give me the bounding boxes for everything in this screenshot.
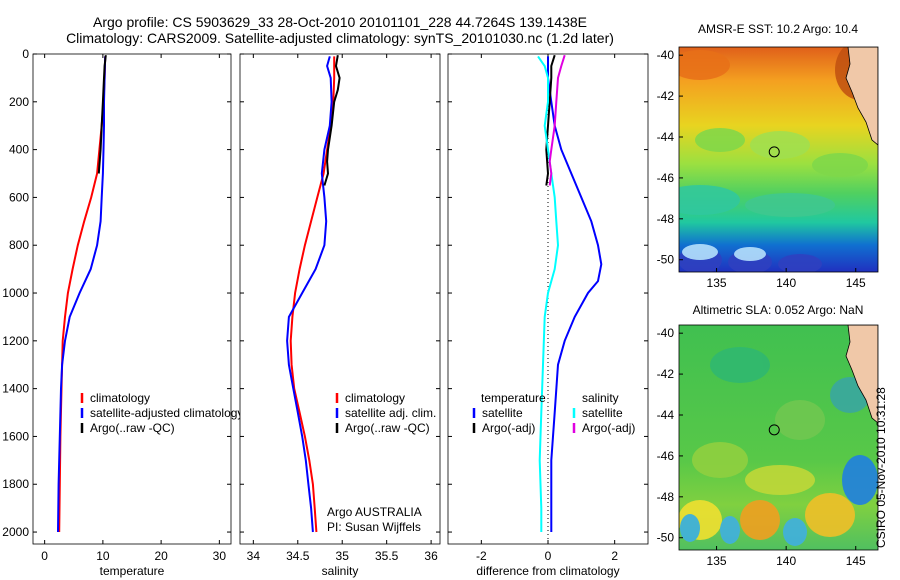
sla_map-ytick-label: -46 [657, 449, 675, 463]
temperature-legend-label: climatology [90, 391, 150, 405]
salinity-xlabel: salinity [322, 564, 359, 578]
figure-title-line1: Argo profile: CS 5903629_33 28-Oct-2010 … [92, 14, 588, 30]
sla_map-ytick-label: -50 [657, 531, 675, 545]
salinity-panel: 34 34.5 35 35.5 36 salinity climatologysatelli… [239, 53, 441, 578]
argo-annotation-line: Argo AUSTRALIA [327, 505, 422, 519]
salinity-xtick-label: 36 [424, 549, 438, 563]
sst_map-xtick-label: 140 [776, 276, 796, 290]
sla-map-argo-marker [768, 424, 780, 436]
sla-map: Altimetric SLA: 0.052 Argo: NaN 135 140 14… [657, 303, 879, 568]
temperature-panel: 0 10 20 30 0 200 400 600 800 1000 1200 1400 1600 1800… [2, 47, 243, 578]
salinity-xtick-label: 35.5 [375, 549, 399, 563]
salinity-xtick-label: 34 [247, 549, 261, 563]
diff-legend-label: satellite [582, 406, 623, 420]
sst_map-ytick-label: -48 [657, 212, 675, 226]
credit-label: CSIRO 05-Nov-2010 10:31:28 [874, 387, 888, 548]
temperature-series-satellite-adjusted-climatology [57, 56, 107, 533]
depth-tick-label: 0 [22, 47, 29, 61]
sst_map-xtick-label: 135 [707, 276, 727, 290]
sst_map-ytick-label: -44 [657, 130, 675, 144]
salinity-legend-label: Argo(..raw -QC) [345, 421, 430, 435]
sst_map-xtick-label: 145 [846, 276, 866, 290]
sla_map-ytick-label: -40 [657, 326, 675, 340]
sla_map-ytick-label: -48 [657, 490, 675, 504]
temperature-xtick-label: 20 [154, 549, 168, 563]
depth-tick-label: 200 [9, 95, 29, 109]
difference-xlabel: difference from climatology [476, 564, 619, 578]
figure-title-line2: Climatology: CARS2009. Satellite-adjuste… [66, 30, 614, 46]
sla_map-xtick-label: 135 [707, 554, 727, 568]
sst_map-ytick-label: -50 [657, 253, 675, 267]
salinity-series-satellite-adj-clim- [286, 56, 333, 533]
depth-tick-label: 1000 [2, 286, 29, 300]
temperature-legend-label: Argo(..raw -QC) [90, 421, 175, 435]
difference-series-temperature-argo-adj- [545, 54, 556, 186]
salinity-legend-label: satellite adj. clim. [345, 406, 436, 420]
difference-xtick-label: 2 [611, 549, 618, 563]
depth-tick-label: 400 [9, 143, 29, 157]
sla-map-patches [679, 347, 878, 546]
diff-legend-heading-salinity: salinity [582, 391, 619, 405]
depth-tick-label: 800 [9, 238, 29, 252]
diff-legend-label: Argo(-adj) [582, 421, 635, 435]
diff-legend-label: Argo(-adj) [482, 421, 535, 435]
difference-series-salinity-satellite [537, 55, 560, 532]
difference-xtick-label: -2 [476, 549, 487, 563]
sla_map-xtick-label: 145 [846, 554, 866, 568]
temperature-xtick-label: 30 [213, 549, 227, 563]
salinity-xtick-label: 35 [336, 549, 350, 563]
sla_map-xtick-label: 140 [776, 554, 796, 568]
temperature-xtick-label: 10 [96, 549, 110, 563]
salinity-legend-label: climatology [345, 391, 405, 405]
temperature-series-argo-raw-qc- [97, 55, 107, 174]
salinity-plot-area [239, 53, 441, 545]
sla_map-ytick-label: -42 [657, 367, 675, 381]
depth-tick-label: 1200 [2, 334, 29, 348]
sla-map-title: Altimetric SLA: 0.052 Argo: NaN [693, 303, 864, 317]
salinity-xtick-label: 34.5 [286, 549, 310, 563]
sst-map-land [845, 47, 878, 146]
diff-legend-heading-temperature: temperature [481, 391, 546, 405]
depth-tick-label: 1800 [2, 477, 29, 491]
sst-map-title: AMSR-E SST: 10.2 Argo: 10.4 [698, 22, 858, 36]
sst-map: AMSR-E SST: 10.2 Argo: 10.4 135 140 145 -40… [657, 22, 879, 290]
depth-tick-label: 1400 [2, 382, 29, 396]
sst-map-argo-marker [768, 146, 780, 158]
diff-legend-label: satellite [482, 406, 523, 420]
sst_map-ytick-label: -42 [657, 89, 675, 103]
temperature-xtick-label: 0 [41, 549, 48, 563]
sst_map-ytick-label: -46 [657, 171, 675, 185]
salinity-series-argo-raw-qc- [323, 55, 341, 186]
temperature-plot-area [32, 53, 232, 545]
sla_map-ytick-label: -44 [657, 408, 675, 422]
difference-series-salinity-argo-adj- [548, 54, 566, 186]
sla-map-land [845, 325, 878, 424]
depth-tick-label: 600 [9, 190, 29, 204]
sst_map-ytick-label: -40 [657, 48, 675, 62]
depth-tick-label: 2000 [2, 525, 29, 539]
difference-xtick-label: 0 [545, 549, 552, 563]
depth-tick-label: 1600 [2, 429, 29, 443]
temperature-legend-label: satellite-adjusted climatology [90, 406, 243, 420]
argo-annotation-line: PI: Susan Wijffels [327, 520, 421, 534]
temperature-xlabel: temperature [100, 564, 165, 578]
